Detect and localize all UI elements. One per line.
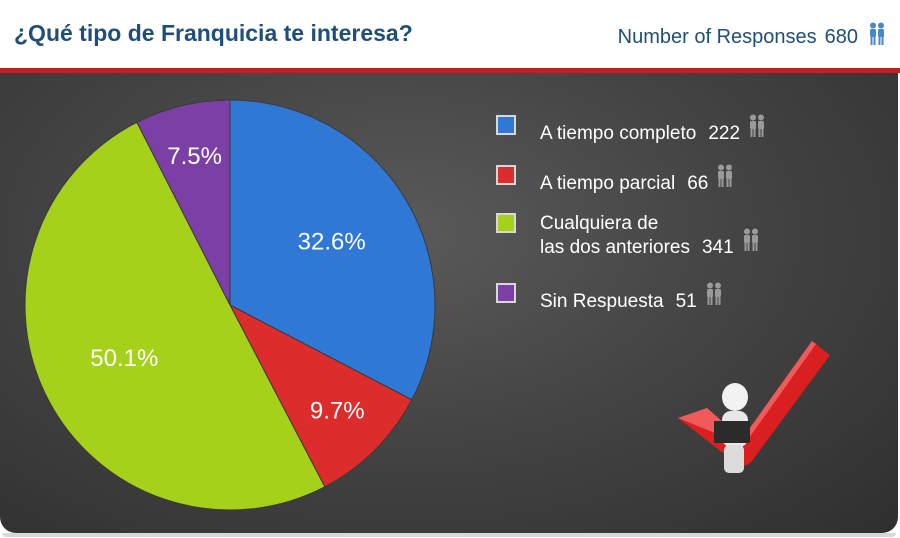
legend-count: 341 (701, 237, 734, 258)
legend-swatch (496, 283, 516, 303)
pie-slice-label: 32.6% (298, 229, 366, 256)
legend-count: 66 (687, 173, 709, 194)
legend-count: 51 (675, 291, 697, 312)
legend-label: Sin Respuesta (540, 291, 664, 312)
pie-slice-label: 50.1% (90, 345, 158, 372)
legend-label: Cualquiera de las dos anteriores (540, 213, 690, 258)
legend-swatch (496, 213, 516, 233)
responses-count: 680 (824, 25, 858, 48)
pie-slice-label: 9.7% (310, 398, 365, 425)
pie-slice-labels: 32.6% 9.7% 50.1% 7.5% (90, 143, 365, 425)
pie-slice (136, 99, 231, 306)
people-icon (714, 164, 736, 195)
responses-label: Number of Responses (617, 25, 817, 48)
legend-label: A tiempo parcial (540, 173, 676, 194)
legend-item: Cualquiera de las dos anteriores 341 (496, 212, 762, 260)
legend-label: A tiempo completo (540, 123, 697, 144)
pie-slice (228, 303, 413, 488)
panel-shadow (2, 533, 896, 537)
pie-slice-label: 7.5% (167, 143, 222, 170)
people-icon (740, 228, 762, 259)
legend-item: A tiempo parcial 66 (496, 164, 736, 196)
legend-swatch (496, 165, 516, 185)
pie-chart: 32.6% 9.7% 50.1% 7.5% (24, 99, 830, 511)
legend-count: 222 (708, 123, 741, 144)
chart-title: ¿Qué tipo de Franquicia te interesa? (14, 20, 413, 46)
people-icon (746, 114, 768, 145)
header: ¿Qué tipo de Franquicia te interesa? Num… (0, 0, 900, 68)
people-icon (703, 282, 725, 313)
pie-slices (24, 99, 436, 511)
responses-summary: Number of Responses 680 (618, 22, 888, 52)
pie-slice (24, 121, 326, 511)
header-divider (0, 68, 900, 73)
pie-slice (229, 99, 436, 401)
person-with-checkmark-icon (678, 341, 830, 473)
people-icon (866, 22, 888, 52)
legend-swatch (496, 115, 516, 135)
legend-item: A tiempo completo 222 (496, 114, 768, 146)
legend-item: Sin Respuesta 51 (496, 282, 725, 314)
